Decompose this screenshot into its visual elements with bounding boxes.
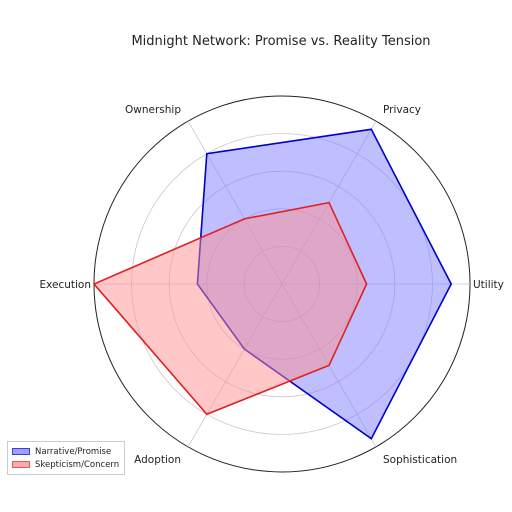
legend-item: Skepticism/Concern [12, 458, 119, 471]
series-layer [92, 128, 453, 440]
axis-label-ownership: Ownership [125, 104, 181, 116]
legend-swatch [12, 448, 30, 455]
legend: Narrative/Promise Skepticism/Concern [7, 441, 126, 475]
chart-title: Midnight Network: Promise vs. Reality Te… [131, 34, 430, 49]
axis-label-adoption: Adoption [134, 454, 181, 466]
legend-item: Narrative/Promise [12, 445, 119, 458]
axis-label-utility: Utility [473, 279, 504, 291]
axis-labels: Utility Privacy Ownership Execution Adoption… [39, 104, 503, 466]
axis-label-execution: Execution [39, 279, 91, 291]
axis-label-privacy: Privacy [383, 104, 421, 116]
legend-label: Narrative/Promise [35, 446, 112, 457]
legend-label: Skepticism/Concern [35, 459, 120, 470]
axis-label-sophistication: Sophistication [383, 454, 457, 466]
legend-swatch [12, 461, 30, 468]
